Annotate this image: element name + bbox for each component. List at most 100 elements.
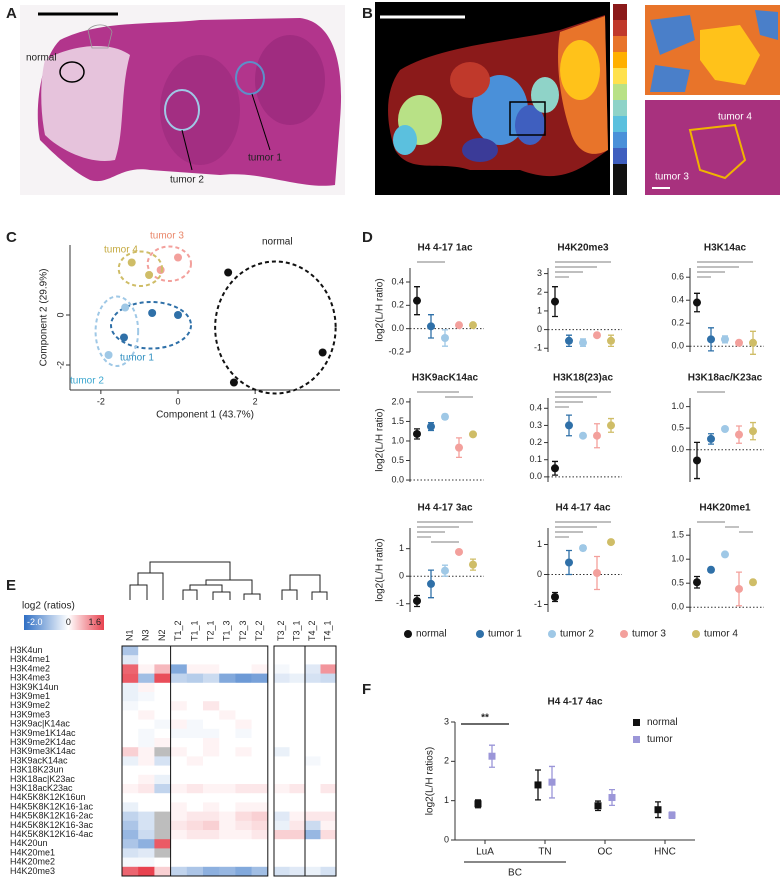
cell (251, 857, 269, 868)
cell (219, 646, 236, 656)
cell (289, 784, 306, 794)
cell (305, 719, 321, 730)
cell (235, 765, 252, 776)
cell (170, 774, 188, 785)
point (565, 421, 573, 430)
colorbar (24, 615, 104, 630)
cell (289, 664, 306, 674)
cell (251, 830, 269, 840)
color-step (613, 84, 627, 100)
cell (305, 673, 321, 684)
cell (251, 866, 269, 877)
cell (320, 848, 337, 858)
cell (235, 811, 252, 822)
cell (203, 848, 220, 858)
panel-label: B (362, 5, 373, 22)
roi-normal (59, 61, 85, 83)
cell (289, 793, 306, 803)
x-axis-label: Component 1 (43.7%) (156, 410, 254, 421)
cell (289, 747, 306, 757)
legend-label: normal (647, 717, 678, 728)
cell (251, 664, 269, 674)
cell (154, 765, 171, 776)
cell (219, 774, 236, 785)
cell (289, 857, 306, 868)
cell (320, 839, 337, 849)
cell (251, 747, 269, 757)
y-axis-label: log2(L/H ratio) (375, 408, 386, 471)
cell (186, 857, 204, 868)
cell (138, 756, 155, 766)
row-label: H3K4me1 (10, 654, 50, 664)
cell (305, 848, 321, 858)
outline-icon (87, 24, 113, 49)
cell (138, 866, 155, 877)
cell (305, 664, 321, 674)
y-tick-label: -1 (534, 343, 542, 353)
cell (170, 710, 188, 720)
cell (320, 673, 337, 684)
cell (186, 774, 204, 785)
y-tick-label: 0.5 (391, 455, 404, 465)
cell (154, 793, 171, 803)
cell (122, 646, 139, 656)
cell (305, 765, 321, 776)
point (749, 338, 757, 347)
row-label: H4K20un (10, 838, 48, 848)
cell (138, 784, 155, 794)
cell (186, 673, 204, 684)
y-tick-label: 0.0 (391, 474, 404, 484)
cell (251, 701, 269, 711)
cell (154, 682, 171, 693)
point (593, 569, 601, 577)
cell (274, 793, 290, 803)
cell (274, 738, 290, 748)
cell (138, 646, 155, 656)
row-label: H3K9me3 (10, 709, 50, 719)
cell (251, 728, 269, 739)
cell (154, 719, 171, 730)
cell (203, 802, 220, 812)
cell (289, 646, 306, 656)
cell (274, 830, 290, 840)
colorbar-label: log2 (ratios) (22, 601, 75, 612)
cell (251, 719, 269, 730)
dendrogram-right (281, 574, 328, 600)
cell (235, 784, 252, 794)
y-tick-label: 1 (444, 795, 449, 805)
color-step (613, 52, 627, 68)
cell (186, 719, 204, 730)
row-label: H4K20me2 (10, 857, 55, 867)
cell (138, 793, 155, 803)
point (721, 335, 729, 344)
cell (305, 830, 321, 840)
cell (289, 738, 306, 748)
y-tick-label: 0.3 (529, 420, 542, 430)
y-tick-label: 3 (444, 716, 449, 726)
y-tick-label: 0.0 (529, 471, 542, 481)
map-region (462, 138, 498, 162)
tumor-outline (688, 123, 747, 180)
point (229, 378, 238, 387)
cell (305, 655, 321, 665)
point (565, 336, 573, 345)
y-tick-label: -1 (396, 598, 404, 608)
cell (122, 820, 139, 831)
block-frame (121, 645, 269, 877)
panel-a-image: normal tumor 2 tumor 1 (20, 5, 345, 195)
y-tick-label: 1.0 (391, 435, 404, 445)
cell (122, 848, 139, 858)
cell (305, 747, 321, 757)
cell (289, 802, 306, 812)
y-tick-label: 1.0 (671, 401, 684, 411)
cell (203, 756, 220, 766)
cell (203, 811, 220, 822)
cell (235, 673, 252, 684)
significance-label: ** (481, 713, 489, 724)
point (693, 456, 701, 465)
y-tick-label: 0.2 (391, 300, 404, 310)
point (469, 321, 477, 330)
point (579, 338, 587, 347)
cell (170, 655, 188, 665)
color-step (613, 164, 627, 195)
